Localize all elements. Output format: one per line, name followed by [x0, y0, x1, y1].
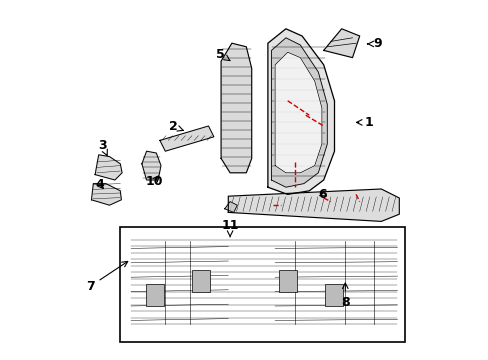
- Polygon shape: [271, 38, 326, 187]
- Bar: [192, 270, 210, 292]
- Polygon shape: [224, 202, 237, 212]
- Text: 4: 4: [95, 178, 104, 191]
- Polygon shape: [267, 29, 334, 194]
- Bar: [325, 284, 343, 306]
- Text: 5: 5: [215, 48, 229, 60]
- Polygon shape: [91, 184, 121, 205]
- Text: 6: 6: [318, 188, 326, 201]
- Polygon shape: [228, 189, 399, 221]
- Text: 11: 11: [221, 219, 238, 237]
- Polygon shape: [221, 43, 251, 173]
- Polygon shape: [230, 238, 273, 328]
- Text: 9: 9: [367, 37, 381, 50]
- Text: 1: 1: [356, 116, 372, 129]
- Text: 2: 2: [168, 120, 183, 133]
- Bar: [145, 284, 163, 306]
- Bar: [278, 270, 296, 292]
- Text: 3: 3: [98, 139, 107, 156]
- Polygon shape: [129, 234, 399, 328]
- Text: 10: 10: [145, 175, 163, 188]
- Polygon shape: [323, 29, 359, 58]
- Bar: [120, 227, 404, 342]
- Text: 8: 8: [340, 283, 349, 309]
- Polygon shape: [142, 151, 161, 180]
- Polygon shape: [160, 126, 213, 151]
- Polygon shape: [95, 155, 122, 180]
- Polygon shape: [275, 52, 321, 173]
- Text: 7: 7: [86, 261, 127, 293]
